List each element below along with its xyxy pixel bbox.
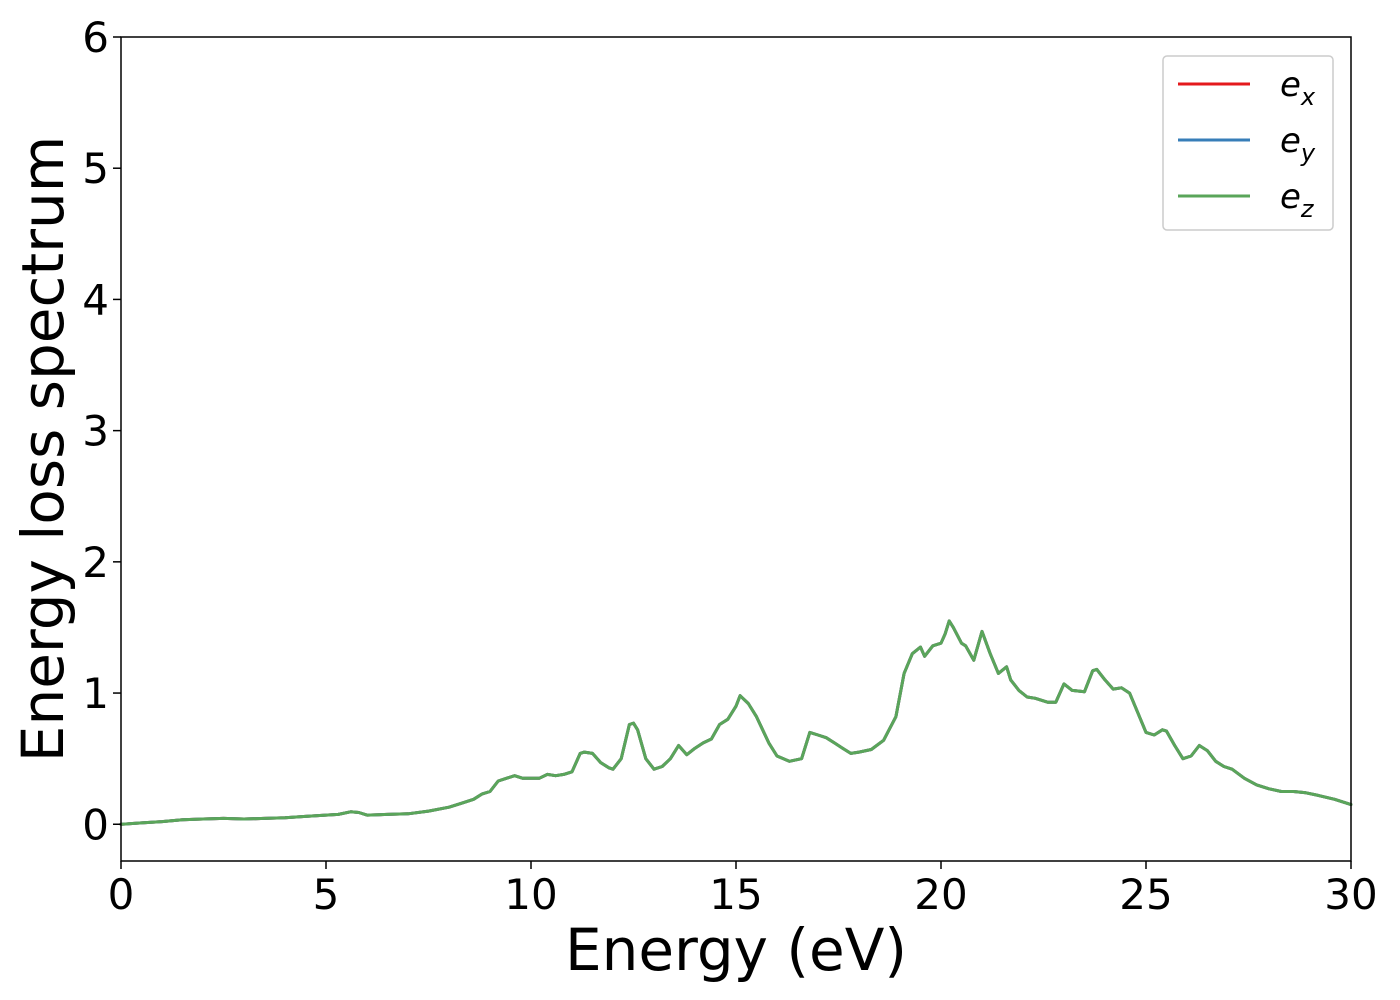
x-tick-label: 15 (709, 870, 762, 919)
y-tick-label: 1 (82, 669, 109, 718)
y-tick-label: 2 (82, 538, 109, 587)
plot-area (119, 619, 1353, 826)
legend-label-base: e (1280, 177, 1301, 217)
x-axis: 0 5 10 15 20 25 30 (108, 861, 1378, 919)
series-line-z (119, 619, 1353, 826)
y-tick-label: 0 (82, 800, 109, 849)
legend-label-z: ez (1280, 177, 1315, 223)
y-tick-label: 4 (82, 275, 109, 324)
y-axis-title: Energy loss spectrum (9, 136, 77, 762)
legend-label-subscript: x (1300, 83, 1316, 111)
x-axis-title: Energy (eV) (565, 916, 907, 984)
x-tick-label: 10 (504, 870, 557, 919)
legend-box (1162, 55, 1334, 231)
legend-label-x: ex (1280, 65, 1316, 111)
y-tick-label: 5 (82, 144, 109, 193)
x-tick-label: 20 (914, 870, 967, 919)
x-tick-label: 25 (1119, 870, 1172, 919)
legend-label-subscript: z (1300, 195, 1315, 223)
legend-label-subscript: y (1300, 139, 1316, 167)
legend-label-base: e (1280, 65, 1301, 105)
y-axis: 0 1 2 3 4 5 6 (82, 13, 121, 849)
y-tick-label: 3 (82, 407, 109, 456)
legend-label-base: e (1280, 121, 1301, 161)
x-tick-label: 30 (1324, 870, 1377, 919)
x-tick-label: 5 (313, 870, 340, 919)
y-tick-label: 6 (82, 13, 109, 62)
legend-label-y: ey (1280, 121, 1316, 167)
x-tick-label: 0 (108, 870, 135, 919)
